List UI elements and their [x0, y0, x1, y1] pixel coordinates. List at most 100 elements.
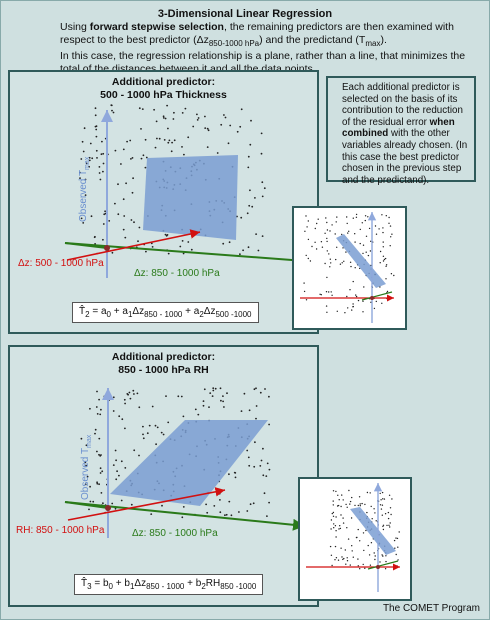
data-point: [138, 226, 141, 229]
data-point: [100, 153, 103, 156]
data-point: [255, 405, 258, 407]
data-point: [204, 115, 206, 118]
data-point: [172, 118, 175, 120]
data-point: [150, 513, 153, 515]
data-point: [144, 138, 147, 141]
data-point: [262, 474, 265, 477]
data-point: [332, 511, 335, 514]
data-point: [361, 502, 363, 505]
data-point: [102, 223, 105, 225]
data-point: [348, 489, 350, 492]
data-point: [346, 295, 348, 298]
data-point: [374, 225, 377, 227]
regression-plane: [350, 507, 396, 555]
data-point: [121, 418, 124, 421]
data-point: [168, 139, 171, 142]
data-point: [265, 475, 268, 477]
data-point: [166, 104, 169, 107]
data-point: [260, 132, 263, 135]
data-point: [385, 264, 388, 266]
data-point: [98, 166, 101, 168]
data-point: [320, 294, 322, 296]
data-point: [349, 503, 351, 505]
data-point: [383, 498, 386, 500]
data-point: [238, 511, 240, 513]
data-point: [184, 107, 187, 110]
data-point: [349, 261, 352, 263]
data-point: [95, 135, 98, 138]
data-point: [228, 473, 230, 476]
data-point: [341, 262, 343, 264]
data-point: [100, 408, 102, 411]
data-point: [334, 525, 337, 527]
data-point: [246, 449, 249, 452]
data-point: [261, 181, 264, 184]
origin-point: [104, 245, 110, 251]
data-point: [370, 505, 372, 508]
data-point: [85, 162, 88, 165]
data-point: [390, 273, 393, 275]
data-point: [89, 485, 91, 488]
data-point: [182, 506, 185, 508]
data-point: [129, 397, 132, 400]
data-point: [387, 511, 390, 514]
data-point: [379, 250, 382, 253]
data-point: [89, 407, 91, 410]
data-point: [320, 241, 323, 243]
data-point: [330, 528, 332, 530]
data-point: [206, 127, 209, 130]
data-point: [365, 251, 367, 253]
data-point: [122, 148, 125, 151]
data-point: [89, 500, 92, 503]
data-point: [347, 538, 350, 540]
data-point: [325, 291, 328, 293]
data-point: [124, 402, 126, 405]
data-point: [96, 413, 99, 415]
data-point: [96, 157, 98, 159]
data-point: [359, 540, 361, 542]
data-point: [342, 499, 344, 501]
data-point: [339, 525, 341, 527]
data-point: [332, 500, 334, 502]
formula2-t1: Δz: [134, 578, 147, 589]
data-point: [164, 117, 167, 120]
data-point: [387, 299, 389, 301]
data-point: [326, 229, 329, 231]
data-point: [370, 542, 373, 544]
data-point: [261, 195, 264, 198]
data-point: [316, 222, 318, 225]
data-point: [328, 253, 330, 255]
data-point: [382, 524, 385, 526]
data-point: [116, 470, 118, 473]
data-point: [363, 549, 365, 552]
data-point: [236, 130, 239, 133]
data-point: [335, 557, 338, 559]
data-point: [156, 137, 158, 140]
data-point: [386, 290, 389, 293]
data-point: [222, 242, 225, 245]
red-axis-arrow: [66, 229, 201, 261]
data-point: [240, 410, 243, 412]
data-point: [122, 198, 125, 201]
data-point: [162, 117, 165, 119]
data-point: [151, 246, 154, 248]
data-point: [347, 307, 349, 309]
data-point: [382, 241, 384, 243]
data-point: [117, 183, 119, 186]
intro-bold: forward stepwise selection: [89, 21, 224, 33]
data-point: [331, 564, 333, 567]
data-point: [255, 417, 257, 420]
data-point: [385, 215, 387, 217]
data-point: [108, 220, 111, 222]
data-point: [99, 472, 102, 474]
data-point: [357, 528, 359, 531]
data-point: [382, 498, 384, 500]
data-point: [264, 388, 266, 390]
data-point: [219, 499, 221, 501]
data-point: [268, 468, 271, 471]
data-point: [330, 262, 332, 264]
data-point: [96, 450, 98, 453]
data-point: [259, 465, 262, 467]
data-point: [362, 252, 364, 255]
data-point: [167, 421, 170, 424]
